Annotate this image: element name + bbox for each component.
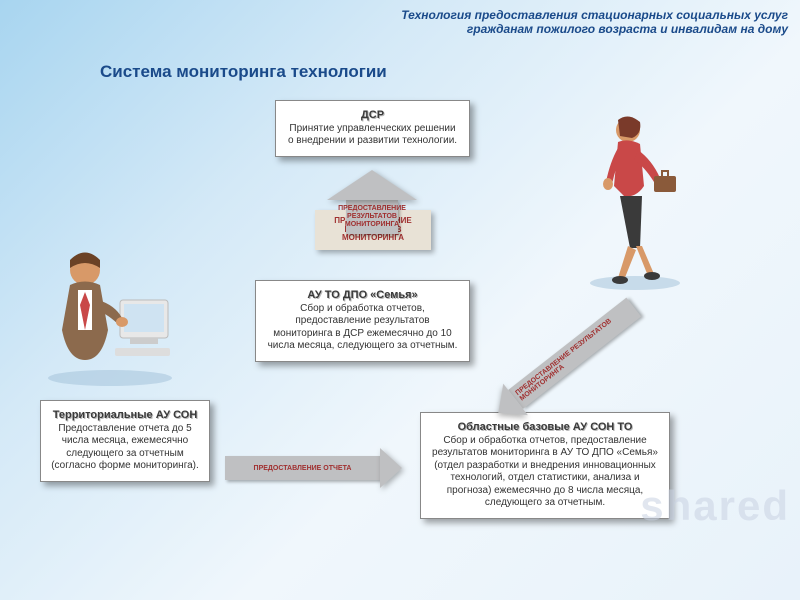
figure-woman-briefcase xyxy=(570,108,700,293)
arrow-right-label: ПРЕДОСТАВЛЕНИЕ ОТЧЕТА xyxy=(225,456,380,480)
box-oblast-title: Областные базовые АУ СОН ТО xyxy=(431,421,659,435)
box-semya-body: Сбор и обработка отчетов, предоставление… xyxy=(266,303,459,353)
box-territorial-title: Территориальные АУ СОН xyxy=(51,409,199,423)
box-dsr-title: ДСР xyxy=(286,109,459,123)
box-oblast-body: Сбор и обработка отчетов, предоставление… xyxy=(431,435,659,510)
arrow-up: ПРЕДОСТАВЛЕНИЕ РЕЗУЛЬТАТОВ МОНИТОРИНГА xyxy=(327,170,417,234)
page-header: Технология предоставления стационарных с… xyxy=(390,8,788,36)
page-title: Система мониторинга технологии xyxy=(100,62,387,82)
box-territorial-body: Предоставление отчета до 5 числа месяца,… xyxy=(51,423,199,473)
box-semya: АУ ТО ДПО «Семья» Сбор и обработка отчет… xyxy=(255,280,470,362)
arrow-up-label: ПРЕДОСТАВЛЕНИЕ РЕЗУЛЬТАТОВ МОНИТОРИНГА xyxy=(346,200,398,234)
arrow-diag: ПРЕДОСТАВЛЕНИЕ РЕЗУЛЬТАТОВ МОНИТОРИНГА xyxy=(486,291,646,428)
box-dsr-body: Принятие управленческих решении о внедре… xyxy=(286,123,459,148)
box-territorial: Территориальные АУ СОН Предоставление от… xyxy=(40,400,210,482)
arrow-diag-label: ПРЕДОСТАВЛЕНИЕ РЕЗУЛЬТАТОВ МОНИТОРИНГА xyxy=(508,298,641,409)
figure-man-computer xyxy=(30,230,190,390)
box-semya-title: АУ ТО ДПО «Семья» xyxy=(266,289,459,303)
box-oblast: Областные базовые АУ СОН ТО Сбор и обраб… xyxy=(420,412,670,519)
arrow-right: ПРЕДОСТАВЛЕНИЕ ОТЧЕТА xyxy=(225,448,402,488)
box-dsr: ДСР Принятие управленческих решении о вн… xyxy=(275,100,470,157)
